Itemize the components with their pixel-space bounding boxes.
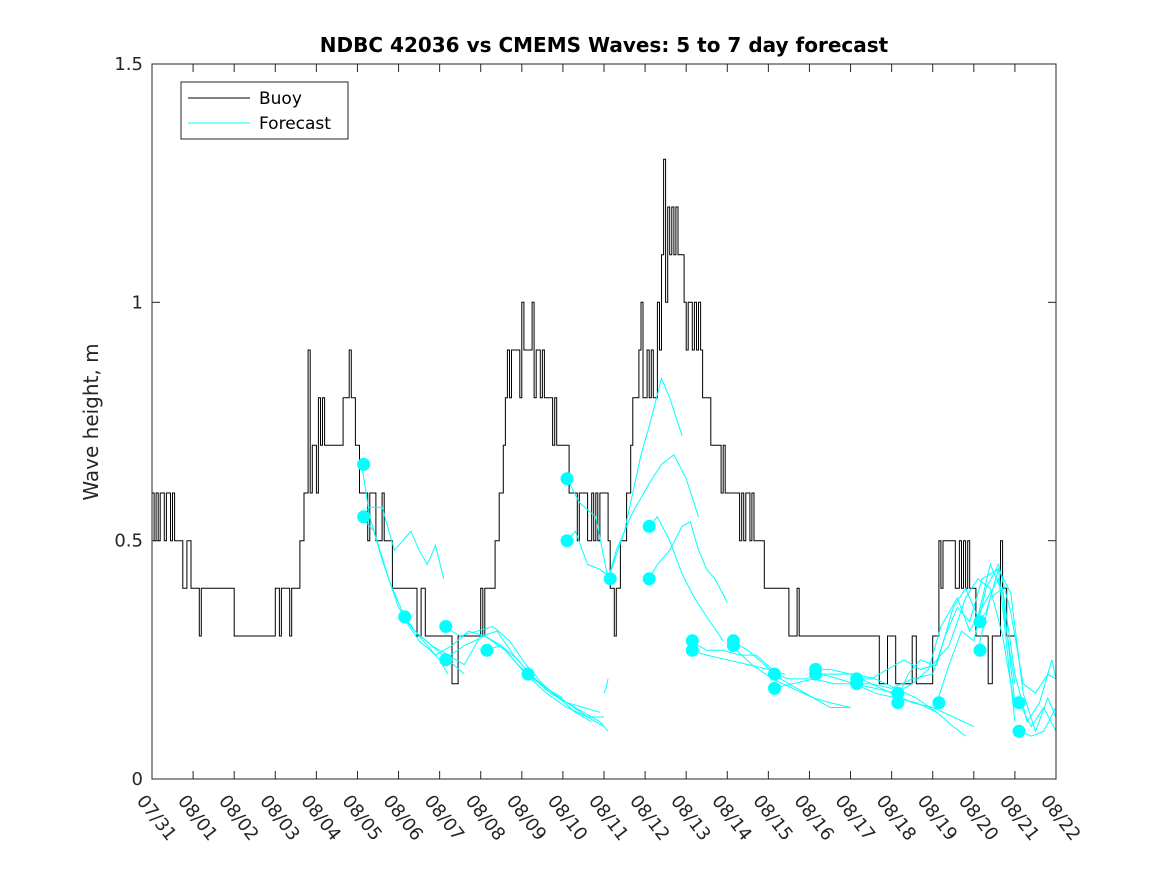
forecast-marker (973, 643, 987, 657)
forecast-marker (809, 667, 823, 681)
legend-box (180, 81, 349, 140)
chart-title: NDBC 42036 vs CMEMS Waves: 5 to 7 day fo… (320, 33, 889, 57)
legend-forecast-label: Forecast (259, 114, 331, 134)
y-tick-label: 0.5 (114, 531, 143, 552)
forecast-marker (685, 643, 699, 657)
forecast-marker (932, 696, 946, 710)
forecast-line-20 (772, 673, 896, 694)
forecast-marker (768, 681, 781, 695)
forecast-marker (357, 457, 371, 471)
forecast-marker (1012, 724, 1026, 738)
forecast-line-14 (648, 515, 724, 642)
forecast-marker (768, 667, 781, 681)
forecast-line-3 (361, 506, 445, 579)
forecast-marker (642, 519, 656, 533)
forecast-line-32 (1018, 707, 1057, 737)
forecast-line-12 (566, 377, 683, 581)
y-tick-label: 1 (132, 292, 143, 313)
y-tick-label: 0 (132, 769, 143, 790)
series-layer (152, 158, 1057, 738)
forecast-line-13 (607, 454, 699, 579)
forecast-marker (439, 653, 453, 667)
forecast-line-16 (690, 640, 773, 670)
forecast-line-6 (443, 625, 592, 723)
legend: Buoy Forecast (180, 81, 349, 140)
forecast-line-28 (936, 563, 1057, 703)
forecast-marker (560, 472, 574, 486)
forecast-line-9 (525, 673, 604, 718)
forecast-marker (850, 677, 864, 691)
forecast-marker (685, 634, 699, 648)
legend-buoy-label: Buoy (259, 89, 302, 109)
forecast-marker (603, 572, 617, 586)
forecast-line-26 (895, 578, 1016, 708)
forecast-marker (439, 620, 453, 633)
forecast-marker (642, 572, 656, 586)
forecast-line-25 (854, 568, 1016, 722)
forecast-line-15 (648, 520, 728, 603)
forecast-marker (891, 686, 905, 700)
forecast-marker (1012, 696, 1026, 710)
y-axis-label: Wave height, m (79, 343, 103, 500)
forecast-marker (480, 643, 494, 657)
forecast-marker (891, 696, 905, 710)
forecast-line-4 (402, 616, 564, 699)
forecast-marker (726, 639, 740, 652)
forecast-marker (560, 534, 574, 548)
forecast-line-11 (566, 530, 613, 580)
buoy-series-line (152, 158, 1015, 685)
forecast-line-8 (484, 644, 609, 732)
y-tick-label: 1.5 (114, 54, 143, 75)
forecast-line-18 (731, 640, 851, 708)
plot-area (152, 64, 1056, 779)
forecast-marker (973, 615, 987, 629)
forecast-marker (357, 510, 371, 524)
forecast-marker (398, 610, 412, 624)
forecast-line-19 (731, 645, 851, 708)
forecast-line-10 (603, 678, 609, 694)
forecast-marker (521, 667, 535, 681)
